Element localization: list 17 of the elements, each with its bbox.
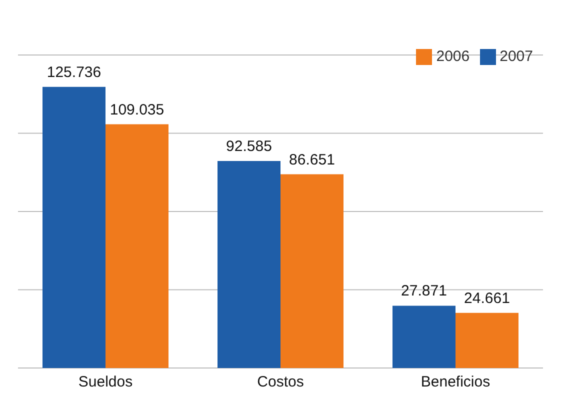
data-label: 86.651 bbox=[289, 151, 335, 168]
data-label: 125.736 bbox=[46, 64, 102, 81]
x-tick-label: Beneficios bbox=[420, 374, 490, 391]
data-label: 27.871 bbox=[401, 282, 447, 300]
data-label: 24.661 bbox=[464, 290, 510, 307]
x-tick-label: Sueldos bbox=[78, 374, 133, 391]
legend-label: 2007 bbox=[500, 48, 533, 65]
x-tick-label: Costos bbox=[257, 374, 304, 391]
bar bbox=[456, 312, 518, 368]
data-label: 109.035 bbox=[110, 101, 164, 118]
bar bbox=[280, 174, 344, 368]
bar bbox=[392, 306, 456, 368]
legend-label: 2006 bbox=[436, 48, 470, 65]
bar bbox=[218, 161, 280, 368]
bar bbox=[42, 86, 106, 368]
data-label: 92.585 bbox=[226, 138, 272, 156]
bar bbox=[106, 124, 168, 368]
